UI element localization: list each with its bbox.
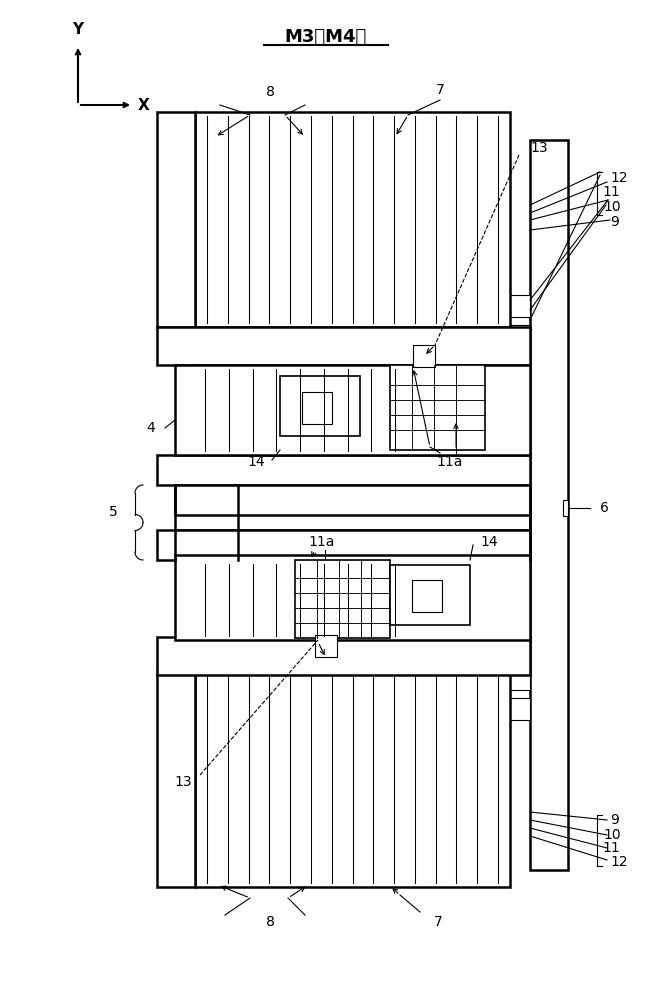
Text: 11: 11	[602, 185, 620, 199]
Bar	[195, 672, 510, 887]
Bar	[175, 555, 530, 640]
Bar	[195, 365, 405, 455]
Text: 8: 8	[266, 85, 274, 99]
Text: 5: 5	[109, 505, 118, 519]
Text: 9: 9	[610, 813, 619, 827]
Text: 13: 13	[530, 141, 548, 155]
Text: 9: 9	[610, 215, 619, 229]
Bar	[563, 500, 568, 516]
Bar	[175, 485, 530, 515]
Text: 14: 14	[247, 455, 265, 469]
Text: X: X	[138, 98, 150, 112]
Text: 10: 10	[603, 200, 620, 214]
Bar	[502, 325, 530, 347]
Bar	[157, 455, 530, 485]
Bar	[157, 637, 530, 675]
Text: 11a: 11a	[309, 535, 335, 549]
Bar	[502, 668, 530, 690]
Bar	[502, 698, 530, 720]
Bar	[280, 376, 360, 436]
Bar	[530, 140, 568, 870]
Text: Y: Y	[72, 22, 84, 37]
Text: 11: 11	[602, 841, 620, 855]
Bar	[502, 295, 530, 317]
Text: M3（M4）: M3（M4）	[285, 28, 367, 46]
Text: 12: 12	[610, 171, 628, 185]
Text: 14: 14	[480, 535, 498, 549]
Bar	[390, 365, 485, 450]
Text: 13: 13	[174, 775, 192, 789]
Bar	[195, 560, 405, 640]
Bar	[413, 345, 435, 367]
Text: 7: 7	[434, 915, 442, 929]
Text: 7: 7	[436, 83, 445, 97]
Bar	[390, 565, 470, 625]
Bar	[412, 580, 442, 612]
Bar	[175, 365, 530, 455]
Text: 11a: 11a	[437, 455, 463, 469]
Bar	[295, 560, 390, 638]
Text: 12: 12	[610, 855, 628, 869]
Bar	[302, 392, 332, 424]
Bar	[157, 327, 530, 365]
Text: 10: 10	[603, 828, 620, 842]
Bar	[175, 530, 530, 560]
Text: 6: 6	[600, 501, 609, 515]
Bar	[157, 112, 195, 327]
Text: 4: 4	[146, 421, 155, 435]
Bar	[315, 635, 337, 657]
Bar	[157, 530, 530, 560]
Bar	[195, 112, 510, 327]
Text: 8: 8	[266, 915, 274, 929]
Bar	[157, 672, 195, 887]
